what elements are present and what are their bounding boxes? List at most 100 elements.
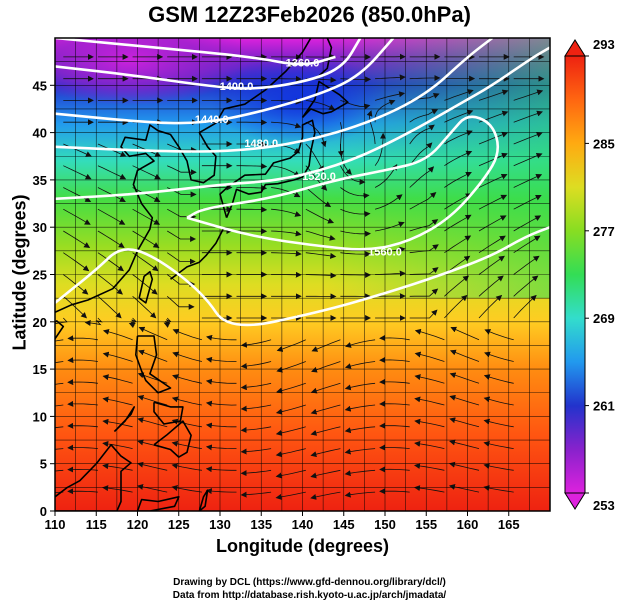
streamline-59 (137, 394, 168, 406)
y-tick-label-30: 30 (33, 220, 47, 235)
streamline-58 (102, 396, 133, 406)
streamline-28 (55, 448, 64, 450)
streamline-166 (478, 235, 506, 254)
streamline-176 (340, 230, 371, 237)
streamline-60 (171, 396, 202, 406)
streamline-15 (67, 466, 98, 473)
streamline-138 (478, 275, 504, 297)
streamline-224 (63, 143, 92, 157)
streamline-276 (409, 75, 441, 82)
streamline-81 (414, 374, 445, 384)
y-tick-label-15: 15 (33, 362, 47, 377)
streamline-18 (171, 462, 202, 471)
streamline-208 (478, 173, 508, 188)
streamline-86 (102, 351, 133, 362)
streamline-29 (67, 444, 98, 451)
streamline-168 (63, 230, 91, 248)
streamline-237 (513, 131, 543, 145)
height-contours: 1360.0 1400.0 1440.0 1480.0 1520.0 1560.0 (55, 38, 550, 327)
y-axis-label: Latitude (degrees) (9, 194, 30, 351)
streamline-220 (409, 142, 433, 166)
streamline-206 (409, 166, 435, 188)
streamline-100 (102, 328, 133, 341)
streamline-64 (310, 404, 341, 415)
streamline-84 (55, 361, 64, 364)
streamline-85 (67, 357, 98, 364)
streamline-35 (275, 448, 306, 458)
streamline-93 (344, 361, 376, 369)
x-tick-label-110: 110 (45, 517, 66, 532)
streamline-21 (275, 469, 306, 479)
streamline-99 (67, 335, 98, 342)
y-tick-label-10: 10 (33, 409, 47, 424)
streamline-89 (205, 356, 237, 363)
streamline-122 (409, 309, 438, 319)
streamline-174 (271, 230, 302, 237)
streamline-44 (102, 418, 133, 428)
coast-visayas (153, 401, 184, 425)
coast-hainan (55, 320, 65, 340)
streamline-165 (444, 235, 472, 254)
contour-1560-5 (55, 225, 550, 327)
contour-label-1480: 1480.0 (244, 138, 278, 150)
x-axis-label: Longitude (degrees) (215, 536, 389, 556)
streamline-259 (305, 100, 336, 110)
streamline-194 (478, 194, 508, 210)
streamline-127 (97, 295, 122, 319)
colorbar-label-261: 261 (593, 399, 615, 414)
x-tick-label-120: 120 (127, 517, 149, 532)
streamline-248 (409, 109, 439, 123)
colorbar-labels: 293 285 277 269 261 253 (585, 37, 615, 513)
streamline-39 (414, 440, 445, 449)
streamline-247 (374, 99, 396, 123)
streamline-157 (166, 252, 196, 265)
streamline-72 (102, 374, 133, 384)
colorbar-max-arrow (564, 39, 586, 57)
x-axis-ticks: 110 115 120 125 130 135 140 145 150 155 160 165 (45, 511, 520, 532)
streamline-103 (206, 334, 237, 341)
streamline-261 (374, 91, 406, 101)
streamline-213 (167, 165, 197, 176)
streamline-265 (513, 89, 544, 101)
streamline-20 (240, 469, 272, 477)
streamline-167 (513, 235, 541, 254)
streamline-65 (344, 404, 376, 412)
contour-label-1560: 1560.0 (368, 247, 402, 259)
coast-sulawesi (136, 496, 180, 511)
streamline-236 (478, 131, 509, 145)
streamline-98 (55, 339, 64, 342)
streamline-102 (172, 328, 203, 341)
contour-1560-6 (186, 115, 500, 251)
streamline-107 (345, 339, 376, 348)
contour-1360-0 (55, 38, 336, 66)
y-tick-label-45: 45 (33, 78, 47, 93)
streamline-233 (366, 110, 376, 145)
streamline-104 (240, 339, 272, 348)
contour-label-1440: 1440.0 (195, 114, 229, 126)
streamline-62 (240, 404, 272, 412)
x-tick-label-155: 155 (415, 517, 437, 532)
y-tick-label-25: 25 (33, 268, 47, 283)
streamline-16 (102, 463, 133, 471)
streamline-171 (166, 230, 197, 242)
streamline-57 (67, 400, 98, 407)
x-tick-label-130: 130 (209, 517, 231, 532)
contour-label-1360: 1360.0 (286, 57, 320, 69)
streamline-198 (132, 187, 161, 202)
chart-title: GSM 12Z23Feb2026 (850.0hPa) (148, 2, 471, 27)
x-tick-label-135: 135 (250, 517, 272, 532)
contour-1520-4 (55, 46, 550, 201)
streamline-212 (132, 165, 161, 180)
y-tick-label-5: 5 (40, 457, 47, 472)
streamline-141 (97, 274, 123, 295)
streamline-0 (55, 491, 64, 494)
streamline-14 (55, 469, 64, 472)
streamline-2 (102, 485, 133, 493)
streamline-92 (311, 361, 341, 373)
x-tick-label-115: 115 (86, 517, 107, 532)
streamline-231 (305, 143, 324, 172)
contour-1440-2 (55, 38, 395, 125)
map-gridlines (55, 38, 550, 511)
coast-mindanao (153, 420, 192, 458)
